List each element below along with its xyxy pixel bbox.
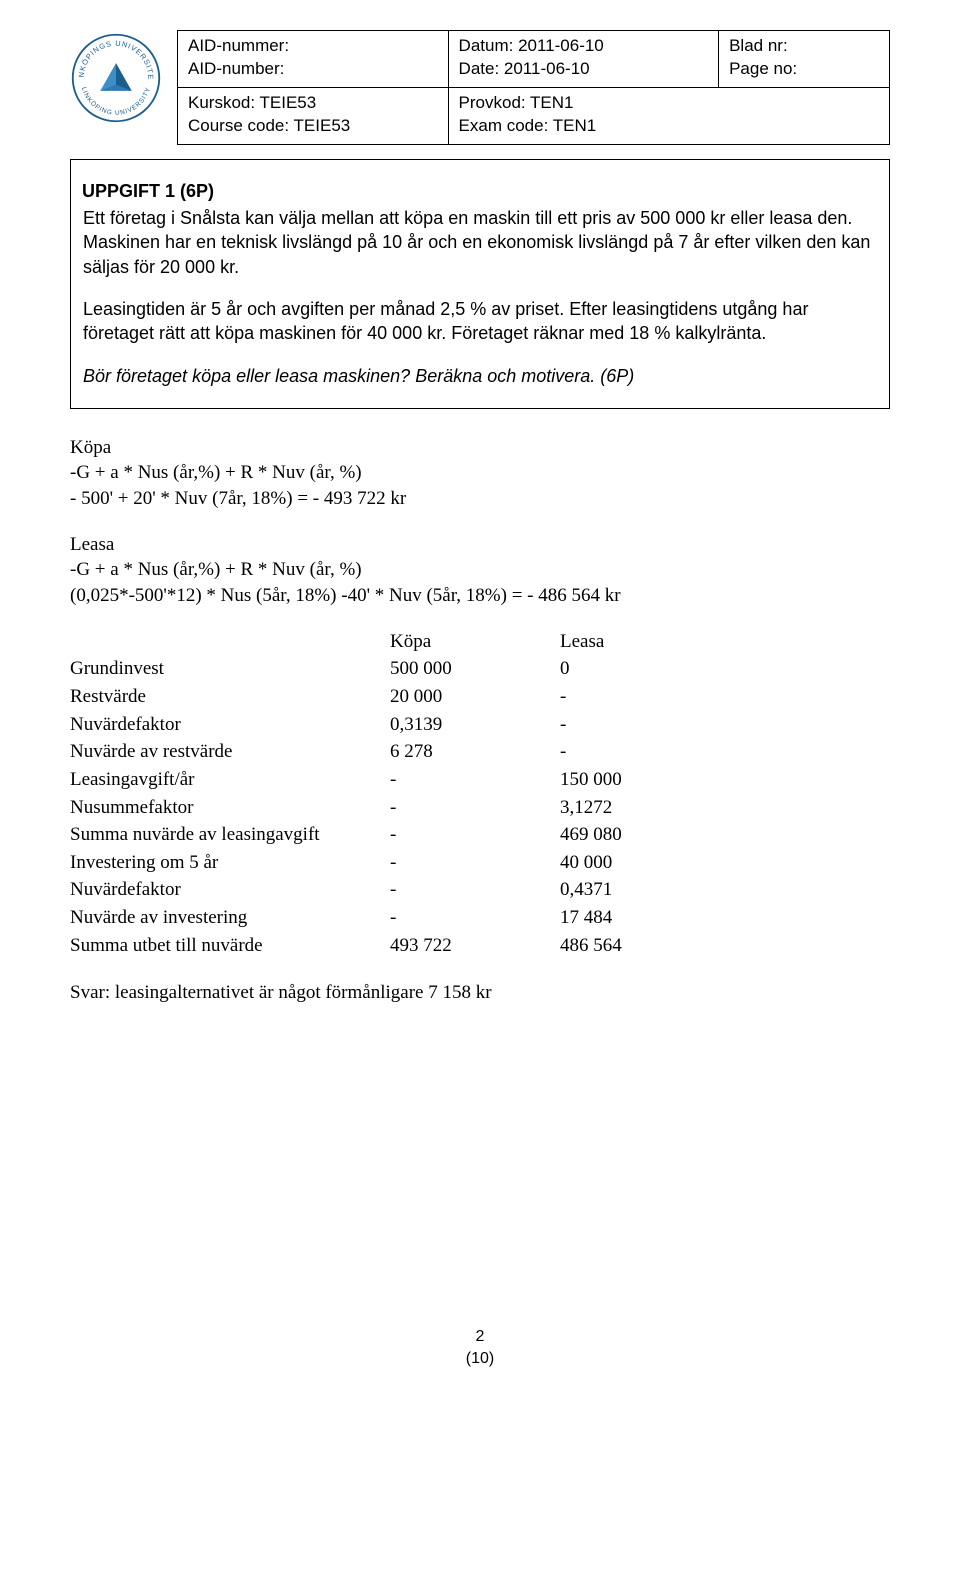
page-en: Page no: — [729, 58, 879, 81]
university-logo: LINKÖPINGS UNIVERSITET LINKÖPING UNIVERS… — [70, 30, 165, 130]
col-kopa: Köpa — [390, 629, 560, 657]
row-leasa: 469 080 — [560, 822, 710, 850]
row-label: Summa utbet till nuvärde — [70, 933, 390, 961]
table-row: Nusummefaktor-3,1272 — [70, 795, 710, 823]
row-label: Summa nuvärde av leasingavgift — [70, 822, 390, 850]
course-code-en: Course code: TEIE53 — [188, 115, 438, 138]
page-sv: Blad nr: — [729, 35, 879, 58]
leasa-heading: Leasa — [70, 532, 890, 558]
aid-number-en: AID-number: — [188, 58, 438, 81]
table-row: Investering om 5 år-40 000 — [70, 850, 710, 878]
row-label: Nuvärdefaktor — [70, 712, 390, 740]
page-footer: 2 (10) — [70, 1326, 890, 1369]
row-label: Leasingavgift/år — [70, 767, 390, 795]
date-en: Date: 2011-06-10 — [459, 58, 709, 81]
course-code-sv: Kurskod: TEIE53 — [188, 92, 438, 115]
header-info-table: AID-nummer: AID-number: Datum: 2011-06-1… — [177, 30, 890, 145]
table-header-row: Köpa Leasa — [70, 629, 710, 657]
answer-line: Svar: leasingalternativet är något förmå… — [70, 980, 890, 1006]
kopa-formula-1: -G + a * Nus (år,%) + R * Nuv (år, %) — [70, 460, 890, 486]
table-row: Nuvärdefaktor-0,4371 — [70, 877, 710, 905]
row-kopa: - — [390, 795, 560, 823]
task-paragraph-2: Leasingtiden är 5 år och avgiften per må… — [83, 297, 877, 346]
table-row: Nuvärdefaktor0,3139- — [70, 712, 710, 740]
task-title: UPPGIFT 1 (6P) — [70, 179, 890, 203]
row-label: Nuvärde av restvärde — [70, 739, 390, 767]
row-label: Grundinvest — [70, 656, 390, 684]
row-label: Investering om 5 år — [70, 850, 390, 878]
row-label: Nusummefaktor — [70, 795, 390, 823]
row-leasa: 0,4371 — [560, 877, 710, 905]
row-leasa: 0 — [560, 656, 710, 684]
table-row: Grundinvest500 0000 — [70, 656, 710, 684]
row-leasa: - — [560, 684, 710, 712]
row-kopa: - — [390, 767, 560, 795]
kopa-formula-2: - 500' + 20' * Nuv (7år, 18%) = - 493 72… — [70, 486, 890, 512]
row-kopa: 493 722 — [390, 933, 560, 961]
col-leasa: Leasa — [560, 629, 710, 657]
table-row: Nuvärde av restvärde6 278- — [70, 739, 710, 767]
exam-code-sv: Provkod: TEN1 — [459, 92, 879, 115]
row-leasa: 486 564 — [560, 933, 710, 961]
row-kopa: 6 278 — [390, 739, 560, 767]
leasa-formula-2: (0,025*-500'*12) * Nus (5år, 18%) -40' *… — [70, 583, 890, 609]
leasa-formula-1: -G + a * Nus (år,%) + R * Nuv (år, %) — [70, 557, 890, 583]
date-sv: Datum: 2011-06-10 — [459, 35, 709, 58]
table-row: Summa utbet till nuvärde493 722486 564 — [70, 933, 710, 961]
row-leasa: - — [560, 712, 710, 740]
solution-block: Köpa -G + a * Nus (år,%) + R * Nuv (år, … — [70, 435, 890, 609]
row-label: Nuvärde av investering — [70, 905, 390, 933]
aid-number-sv: AID-nummer: — [188, 35, 438, 58]
exam-code-en: Exam code: TEN1 — [459, 115, 879, 138]
row-kopa: - — [390, 822, 560, 850]
kopa-heading: Köpa — [70, 435, 890, 461]
row-leasa: 150 000 — [560, 767, 710, 795]
task-question: Bör företaget köpa eller leasa maskinen?… — [83, 364, 877, 388]
row-kopa: - — [390, 905, 560, 933]
task-paragraph-1: Ett företag i Snålsta kan välja mellan a… — [83, 206, 877, 279]
table-row: Summa nuvärde av leasingavgift-469 080 — [70, 822, 710, 850]
page-header: LINKÖPINGS UNIVERSITET LINKÖPING UNIVERS… — [70, 30, 890, 145]
table-row: Nuvärde av investering-17 484 — [70, 905, 710, 933]
row-leasa: 40 000 — [560, 850, 710, 878]
page-number: 2 — [70, 1326, 890, 1348]
row-leasa: 3,1272 — [560, 795, 710, 823]
comparison-table: Köpa Leasa Grundinvest500 0000Restvärde2… — [70, 629, 710, 961]
table-row: Restvärde20 000- — [70, 684, 710, 712]
row-leasa: - — [560, 739, 710, 767]
row-kopa: 0,3139 — [390, 712, 560, 740]
row-kopa: 500 000 — [390, 656, 560, 684]
row-kopa: 20 000 — [390, 684, 560, 712]
row-kopa: - — [390, 850, 560, 878]
row-label: Restvärde — [70, 684, 390, 712]
row-label: Nuvärdefaktor — [70, 877, 390, 905]
table-row: Leasingavgift/år-150 000 — [70, 767, 710, 795]
row-leasa: 17 484 — [560, 905, 710, 933]
row-kopa: - — [390, 877, 560, 905]
page-total: (10) — [70, 1348, 890, 1370]
